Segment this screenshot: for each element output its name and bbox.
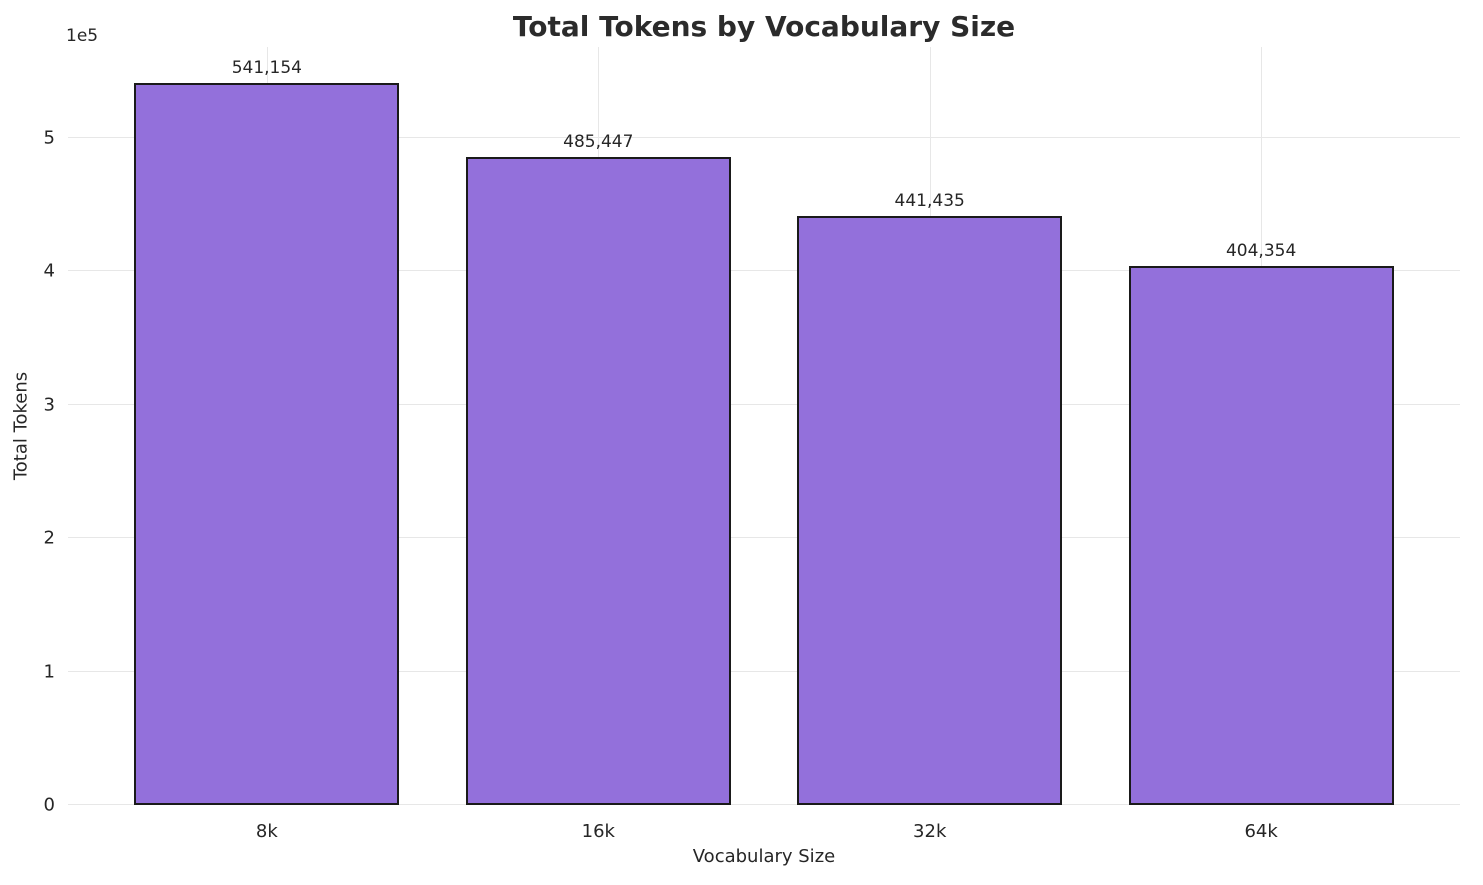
gridline (68, 804, 1460, 805)
x-tick-label: 32k (913, 821, 947, 842)
gridline (68, 403, 1460, 405)
bar (465, 157, 731, 805)
y-tick-label: 3 (43, 394, 55, 416)
x-axis-label: Vocabulary Size (692, 846, 836, 867)
plot-area: 0 1 2 3 4 5 541,154 8k 485,447 16k 441,435 32k 404,3… (44, 47, 1460, 842)
x-tick-label: 8k (255, 821, 278, 842)
bar-value-label: 404,354 (1225, 240, 1297, 261)
bar (134, 83, 400, 805)
y-tick-label: 4 (43, 260, 55, 282)
gridline (68, 137, 1460, 138)
y-axis-label: Total Tokens (10, 371, 32, 481)
bar-value-label: 541,154 (231, 58, 302, 79)
bar-value-label: 441,435 (894, 191, 965, 212)
gridline (68, 270, 1460, 272)
bar (797, 216, 1063, 805)
y-tick-label: 1 (43, 661, 55, 683)
chart-title: Total Tokens by Vocabulary Size (512, 10, 1016, 43)
gridline (68, 670, 1460, 672)
y-axis-offset-label: 1e5 (66, 26, 99, 46)
y-tick-label: 0 (43, 794, 55, 816)
x-tick-label: 64k (1244, 821, 1278, 842)
y-tick-label: 5 (43, 127, 55, 149)
x-tick-label: 16k (581, 821, 615, 842)
y-tick-label: 2 (43, 527, 55, 549)
gridline (68, 537, 1460, 539)
bar-value-label: 485,447 (563, 132, 634, 153)
bar (1128, 265, 1394, 805)
